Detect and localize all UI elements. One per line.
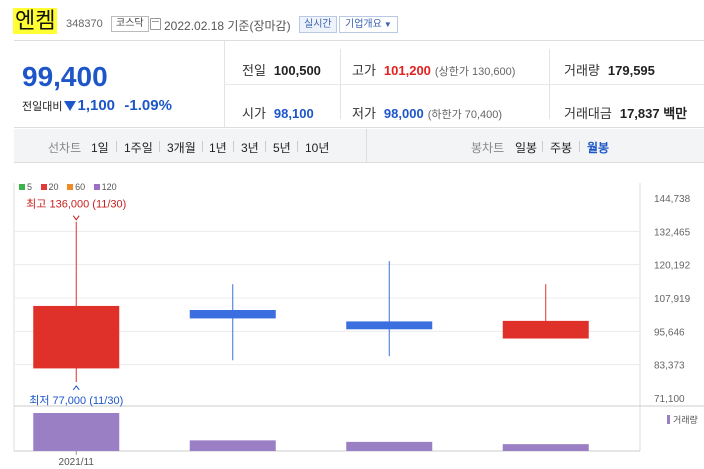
company-overview-label: 기업개요 [345, 19, 382, 30]
y-tick-label: 144,738 [654, 194, 691, 205]
separator [159, 141, 160, 152]
low-value: 98,000 [383, 106, 424, 121]
change-percent: -1.09% [124, 97, 172, 114]
volume-bar [189, 440, 276, 451]
company-overview-button[interactable]: 기업개요 ▼ [339, 16, 398, 33]
current-price: 99,400 [22, 61, 108, 92]
low-annotation: 최저 77,000 (11/30) [29, 394, 123, 407]
amount-cell: 거래대금 17,837 백만 [564, 103, 687, 122]
period-10y[interactable]: 10년 [305, 141, 330, 155]
period-5y[interactable]: 5년 [273, 141, 291, 155]
low-label: 저가 [352, 106, 376, 121]
separator [542, 141, 543, 152]
y-tick-label: 83,373 [654, 361, 685, 372]
candle-body [346, 321, 433, 330]
legend-ma60: 60 [67, 182, 85, 192]
legend-swatch [67, 184, 74, 190]
market-badge: 코스닥 [111, 16, 149, 32]
legend-swatch [93, 184, 100, 190]
period-3y[interactable]: 3년 [241, 141, 259, 155]
separator [116, 141, 117, 152]
high-label: 고가 [352, 63, 376, 78]
divider [224, 84, 704, 85]
high-annotation: 최고 136,000 (11/30) [26, 198, 126, 211]
y-tick-label: 107,919 [654, 294, 691, 305]
high-cell: 고가 101,200 (상한가 130,600) [352, 60, 515, 79]
x-tick-label: 2021/11 [59, 457, 95, 468]
high-value: 101,200 [383, 63, 431, 78]
realtime-button[interactable]: 실시간 [299, 16, 337, 33]
price-summary: 99,400 전일대비 1,100 -1.09% 전일 100,500 시가 98,1… [14, 40, 704, 128]
open-label: 시가 [242, 106, 266, 121]
volume-legend-label: 거래량 [673, 414, 698, 425]
line-chart-label: 선차트 [48, 141, 82, 155]
candle-chart: 144,738 132,465 120,192 107,919 95,646 83,373… [0, 163, 704, 469]
y-tick-label: 95,646 [654, 327, 685, 338]
y-tick-label: 132,465 [654, 227, 691, 238]
prev-close-label: 전일 [242, 63, 266, 78]
calendar-icon [150, 18, 161, 30]
prev-close-cell: 전일 100,500 [242, 60, 321, 79]
candle-monthly[interactable]: 월봉 [587, 141, 610, 155]
candle-daily[interactable]: 일봉 [515, 141, 538, 155]
separator [297, 141, 298, 152]
volume-value: 179,595 [607, 63, 655, 78]
volume-bar [33, 413, 120, 451]
candle-weekly[interactable]: 주봉 [550, 141, 573, 155]
separator [265, 141, 266, 152]
separator [579, 141, 580, 152]
stock-name: 엔켐 [13, 8, 58, 34]
volume-cell: 거래량 179,595 [564, 60, 655, 79]
volume-bar [346, 441, 433, 451]
open-cell: 시가 98,100 [242, 103, 314, 122]
stock-header: 엔켐 348370 코스닥 2022.02.18 기준(장마감) 실시간 기업개… [0, 0, 704, 40]
legend-ma20: 20 [40, 182, 59, 192]
low-cell: 저가 98,000 (하한가 70,400) [352, 103, 502, 122]
period-1y[interactable]: 1년 [209, 141, 227, 155]
candle-body [502, 320, 589, 339]
low-arrow-icon [72, 385, 80, 391]
change-value: 1,100 [77, 97, 116, 114]
open-value: 98,100 [273, 106, 314, 121]
date-label: 2022.02.18 기준(장마감) [164, 19, 291, 33]
legend-swatch [40, 184, 47, 190]
period-1d[interactable]: 1일 [91, 141, 109, 155]
candle-body [189, 310, 276, 319]
volume-legend-swatch [667, 415, 670, 424]
period-bar: 선차트 1일 1주일 3개월 1년 3년 5년 10년 봉차트 일봉 주봉 월봉 [14, 129, 704, 163]
down-triangle-icon [64, 101, 77, 111]
separator [233, 141, 234, 152]
legend-ma120: 120 [93, 182, 117, 192]
y-tick-label: 120,192 [654, 261, 691, 272]
volume-bar [502, 444, 589, 451]
legend-swatch [19, 184, 25, 190]
candle-chart-svg: 144,738 132,465 120,192 107,919 95,646 83,373… [13, 183, 704, 468]
upper-limit: (상한가 130,600) [434, 66, 516, 78]
candle-chart-label: 봉차트 [471, 141, 505, 155]
period-3m[interactable]: 3개월 [167, 141, 196, 155]
volume-label: 거래량 [564, 63, 600, 78]
lower-limit: (하한가 70,400) [427, 109, 503, 121]
amount-label: 거래대금 [564, 106, 612, 121]
legend-ma5: 5 [19, 182, 32, 192]
separator [202, 141, 203, 152]
change-label: 전일대비 [22, 101, 63, 113]
change-row: 전일대비 1,100 -1.09% [22, 97, 172, 114]
divider [366, 129, 367, 162]
chart-legend: 5 20 60 120 [19, 182, 123, 192]
high-arrow-icon [72, 215, 80, 221]
period-1w[interactable]: 1주일 [124, 141, 153, 155]
prev-close-value: 100,500 [273, 63, 321, 78]
stock-code: 348370 [66, 18, 103, 30]
divider [340, 49, 341, 119]
chevron-down-icon: ▼ [383, 20, 392, 29]
candle-body [33, 305, 120, 369]
divider [549, 49, 550, 119]
amount-value: 17,837 백만 [619, 106, 688, 121]
y-tick-label: 71,100 [654, 394, 685, 405]
